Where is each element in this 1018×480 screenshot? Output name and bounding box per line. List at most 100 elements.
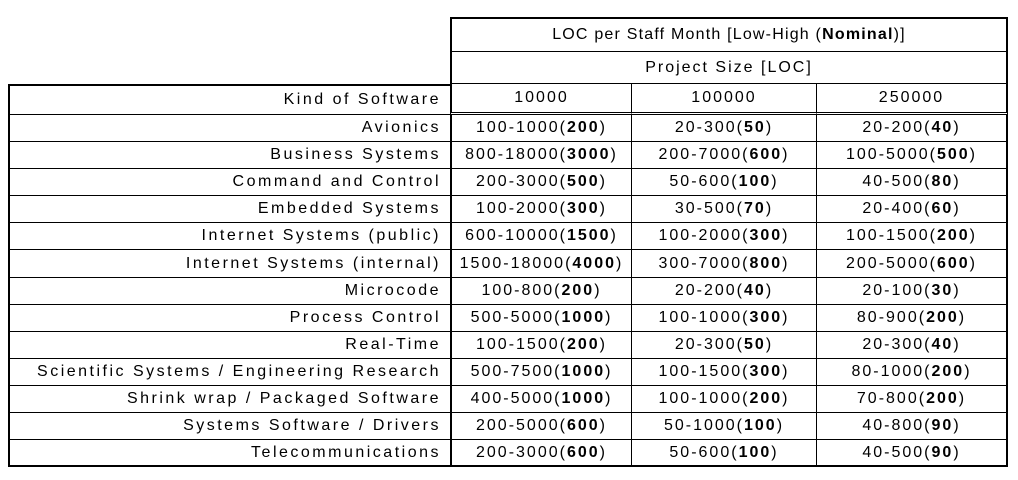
loc-range-cell: 300-7000(800) (632, 250, 817, 278)
loc-range-close: ) (953, 200, 961, 218)
loc-range-close: ) (969, 254, 977, 272)
loc-range-text: 20-300( (862, 335, 932, 353)
loc-range-close: ) (953, 417, 961, 435)
loc-range-text: 200-5000( (476, 417, 567, 435)
loc-range-text: 80-1000( (851, 362, 932, 380)
loc-nominal-value: 70 (744, 200, 766, 218)
loc-range-text: 100-5000( (846, 146, 937, 164)
row-label: Internet Systems (public) (8, 223, 450, 251)
loc-range-cell: 100-5000(500) (817, 142, 1008, 170)
loc-range-text: 50-600( (669, 173, 739, 191)
row-label: Command and Control (8, 169, 450, 197)
loc-nominal-value: 100 (744, 417, 777, 435)
table-title-prefix: LOC per Staff Month [Low-High ( (552, 26, 823, 43)
loc-range-cell: 100-1000(200) (450, 115, 632, 143)
loc-range-cell: 100-1000(200) (632, 385, 817, 414)
row-label: Avionics (8, 115, 450, 143)
kind-of-software-header: Kind of Software (8, 84, 450, 115)
loc-range-cell: 600-10000(1500) (450, 223, 632, 251)
loc-range-text: 20-400( (862, 200, 932, 218)
blank-top-left (8, 17, 450, 52)
row-label: Systems Software / Drivers (8, 413, 450, 441)
loc-range-close: ) (782, 146, 790, 164)
loc-range-text: 600-10000( (465, 227, 567, 245)
loc-range-close: ) (782, 254, 790, 272)
loc-range-text: 100-1000( (658, 308, 750, 326)
loc-nominal-value: 200 (749, 389, 783, 407)
row-label: Embedded Systems (8, 196, 450, 224)
loc-range-close: ) (782, 227, 790, 245)
row-label: Telecommunications (8, 440, 450, 468)
loc-range-text: 20-300( (674, 119, 745, 137)
loc-range-text: 50-1000( (663, 417, 744, 435)
loc-range-close: ) (771, 443, 779, 461)
table-title-nominal: Nominal (822, 26, 894, 43)
loc-nominal-value: 50 (744, 119, 766, 137)
loc-range-close: ) (599, 119, 607, 137)
loc-range-close: ) (605, 308, 613, 326)
row-label: Process Control (8, 304, 450, 332)
loc-range-close: ) (969, 146, 977, 164)
row-label: Scientific Systems / Engineering Researc… (8, 358, 450, 386)
size-column-header-100000: 100000 (632, 84, 817, 115)
loc-range-close: ) (782, 362, 790, 380)
loc-range-text: 200-7000( (658, 146, 750, 164)
loc-nominal-value: 60 (931, 200, 954, 218)
loc-range-close: ) (953, 281, 961, 299)
loc-range-close: ) (765, 200, 774, 218)
loc-range-text: 100-1500( (846, 227, 937, 245)
loc-range-cell: 200-3000(500) (450, 169, 632, 197)
loc-range-text: 200-3000( (476, 173, 567, 191)
loc-nominal-value: 3000 (566, 146, 611, 164)
loc-nominal-value: 4000 (572, 254, 616, 272)
loc-range-cell: 500-7500(1000) (450, 358, 632, 386)
row-label: Business Systems (8, 142, 450, 170)
loc-nominal-value: 200 (931, 362, 965, 380)
loc-range-text: 20-100( (862, 281, 932, 299)
loc-range-cell: 20-300(50) (632, 115, 817, 143)
loc-nominal-value: 600 (566, 443, 600, 461)
loc-range-text: 70-800( (856, 389, 927, 407)
loc-nominal-value: 1500 (566, 227, 611, 245)
loc-nominal-value: 600 (936, 254, 970, 272)
loc-range-text: 100-2000( (476, 200, 567, 218)
loc-range-cell: 50-600(100) (632, 169, 817, 197)
loc-range-close: ) (599, 335, 607, 353)
loc-range-close: ) (599, 200, 607, 218)
size-column-header-250000: 250000 (817, 84, 1008, 115)
table-title-suffix: )] (893, 26, 906, 43)
loc-nominal-value: 200 (936, 227, 970, 245)
loc-nominal-value: 100 (738, 443, 772, 461)
loc-range-close: ) (594, 281, 602, 299)
loc-range-close: ) (953, 443, 961, 461)
loc-nominal-value: 100 (738, 173, 772, 191)
loc-range-close: ) (964, 362, 972, 380)
loc-range-text: 500-5000( (470, 308, 562, 326)
loc-nominal-value: 50 (744, 335, 766, 353)
loc-nominal-value: 300 (749, 362, 783, 380)
loc-nominal-value: 40 (931, 119, 954, 137)
loc-range-cell: 200-3000(600) (450, 440, 632, 468)
loc-range-cell: 70-800(200) (817, 385, 1008, 414)
loc-range-cell: 20-300(40) (817, 331, 1008, 359)
loc-range-text: 1500-18000( (459, 254, 573, 272)
loc-nominal-value: 1000 (561, 308, 606, 326)
loc-range-close: ) (610, 227, 618, 245)
loc-range-cell: 1500-18000(4000) (450, 250, 632, 278)
loc-range-cell: 50-600(100) (632, 440, 817, 468)
loc-range-cell: 20-300(50) (632, 331, 817, 359)
loc-range-cell: 100-1500(200) (817, 223, 1008, 251)
loc-nominal-value: 200 (561, 281, 595, 299)
loc-range-cell: 20-200(40) (817, 115, 1008, 143)
loc-nominal-value: 300 (566, 200, 600, 218)
loc-range-cell: 800-18000(3000) (450, 142, 632, 170)
loc-range-text: 20-200( (862, 119, 932, 137)
loc-range-cell: 80-1000(200) (817, 358, 1008, 386)
loc-range-text: 200-3000( (476, 443, 567, 461)
loc-range-close: ) (599, 173, 607, 191)
row-label: Internet Systems (internal) (8, 250, 450, 278)
loc-range-close: ) (782, 308, 790, 326)
row-label: Microcode (8, 277, 450, 305)
loc-range-close: ) (599, 443, 607, 461)
